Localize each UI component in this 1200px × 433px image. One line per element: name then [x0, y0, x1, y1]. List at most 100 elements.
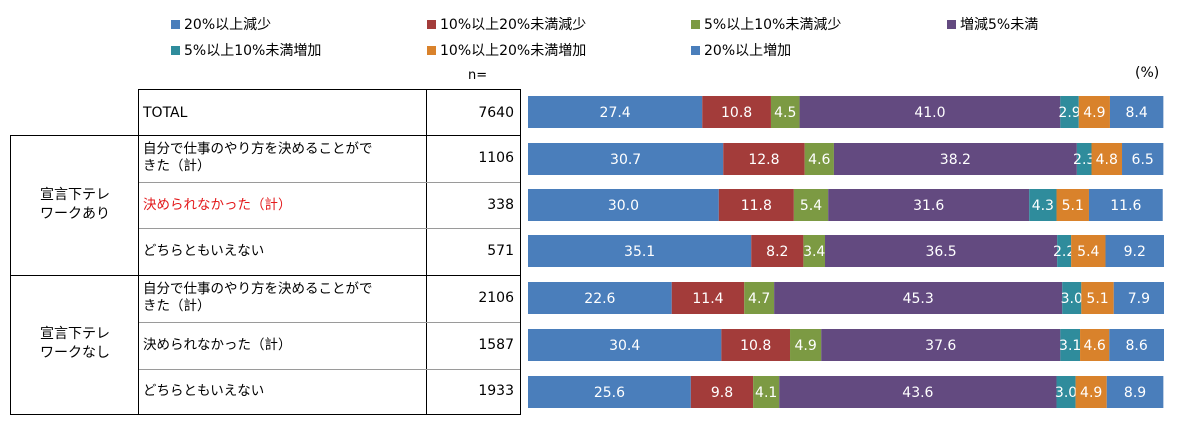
bar-segment	[1029, 189, 1057, 221]
bar-segment	[774, 282, 1063, 314]
bar-segment	[1078, 96, 1110, 128]
bar-segment	[528, 235, 752, 267]
data-label: 4.7	[748, 291, 770, 307]
data-label: 3.4	[803, 244, 825, 260]
divider	[139, 228, 520, 229]
bar-segment	[1060, 329, 1081, 361]
bar-segment	[1091, 143, 1123, 175]
data-label: 25.6	[594, 385, 625, 401]
data-label: 5.1	[1062, 198, 1084, 214]
data-label: 4.3	[1032, 198, 1054, 214]
bar-segment	[821, 329, 1061, 361]
data-label: 4.6	[808, 152, 830, 168]
n-value: 1106	[478, 150, 514, 166]
data-label: 22.6	[584, 291, 615, 307]
data-label: 5.4	[1077, 244, 1099, 260]
divider	[138, 135, 521, 136]
data-label: 11.8	[741, 198, 772, 214]
row-label: 決められなかった（計）	[143, 197, 292, 213]
row-label: どちらともいえない	[143, 383, 265, 399]
bar-segment	[702, 96, 771, 128]
data-label: 3.1	[1059, 338, 1081, 354]
bar-segment	[790, 329, 822, 361]
data-label: 11.6	[1110, 198, 1141, 214]
row-label: 自分で仕事のやり方を決めることがで きた（計）	[143, 141, 373, 174]
divider	[426, 89, 427, 415]
data-label: 10.8	[740, 338, 771, 354]
data-label: 35.1	[624, 244, 655, 260]
legend-label: 5%以上10%未満増加	[184, 43, 322, 59]
legend-swatch	[691, 45, 700, 55]
data-label: 30.7	[610, 152, 641, 168]
legend-swatch	[427, 19, 436, 29]
bar-segment	[1113, 282, 1164, 314]
legend-label: 10%以上20%未満減少	[440, 17, 587, 33]
bar-segment	[1056, 376, 1076, 408]
bar-segment	[1081, 282, 1114, 314]
row-label: 自分で仕事のやり方を決めることがで きた（計）	[143, 281, 373, 314]
data-label: 30.0	[608, 198, 639, 214]
bar-segment	[528, 143, 724, 175]
bar-segment	[1071, 235, 1106, 267]
n-value: 1933	[478, 383, 514, 399]
data-label: 9.2	[1124, 244, 1146, 260]
data-label: 7.9	[1128, 291, 1150, 307]
bar-segment	[1057, 235, 1072, 267]
bar-segment	[721, 329, 791, 361]
data-label: 43.6	[902, 385, 933, 401]
divider	[139, 322, 520, 323]
divider	[139, 369, 520, 370]
legend-swatch	[427, 45, 436, 55]
data-label: 8.6	[1126, 338, 1148, 354]
data-label: 3.0	[1061, 291, 1083, 307]
legend-label: 20%以上増加	[704, 43, 792, 59]
row-label: 決められなかった（計）	[143, 337, 292, 353]
bar-segment	[690, 376, 754, 408]
data-label: 5.4	[800, 198, 822, 214]
bar-segment	[1060, 96, 1079, 128]
bar-segment	[753, 376, 780, 408]
bar-segment	[828, 189, 1030, 221]
data-label: 4.5	[774, 105, 796, 121]
data-label: 30.4	[609, 338, 640, 354]
data-label: 36.5	[925, 244, 956, 260]
data-label: 4.6	[1084, 338, 1106, 354]
bar-segment	[528, 376, 691, 408]
bar-segment	[1088, 189, 1163, 221]
bar-segment	[803, 235, 826, 267]
data-label: 9.8	[711, 385, 733, 401]
n-value: 571	[487, 243, 514, 259]
legend-label: 5%以上10%未満減少	[704, 17, 842, 33]
data-label: 4.9	[794, 338, 816, 354]
legend-item: 5%以上10%未満減少	[691, 17, 841, 33]
bar-segment	[528, 282, 672, 314]
bar-segment	[804, 143, 834, 175]
bar-segment	[833, 143, 1077, 175]
bar-segment	[744, 282, 775, 314]
legend-swatch	[171, 45, 180, 55]
legend-label: 増減5%未満	[960, 17, 1039, 33]
n-value: 7640	[478, 105, 514, 121]
bar-segment	[1076, 143, 1092, 175]
legend-item: 20%以上増加	[691, 43, 791, 59]
divider	[139, 182, 520, 183]
legend-item: 20%以上減少	[171, 17, 271, 33]
data-label: 4.9	[1080, 385, 1102, 401]
data-label: 2.9	[1058, 105, 1080, 121]
data-label: 8.9	[1124, 385, 1146, 401]
data-label: 12.8	[748, 152, 779, 168]
data-label: 31.6	[913, 198, 944, 214]
bar-segment	[1080, 329, 1110, 361]
legend-label: 10%以上20%未満増加	[440, 43, 587, 59]
bar-segment	[825, 235, 1058, 267]
legend-swatch	[171, 19, 180, 29]
n-value: 1587	[478, 337, 514, 353]
data-label: 4.9	[1083, 105, 1105, 121]
legend-label: 20%以上減少	[184, 17, 272, 33]
bar-segment	[1109, 96, 1164, 128]
bar-segment	[1109, 329, 1164, 361]
data-label: 2.3	[1073, 152, 1095, 168]
data-label: 11.4	[692, 291, 723, 307]
group-label: 宣言下テレ ワークなし	[20, 325, 130, 363]
group-label-text: 宣言下テレ ワークあり	[40, 187, 110, 222]
